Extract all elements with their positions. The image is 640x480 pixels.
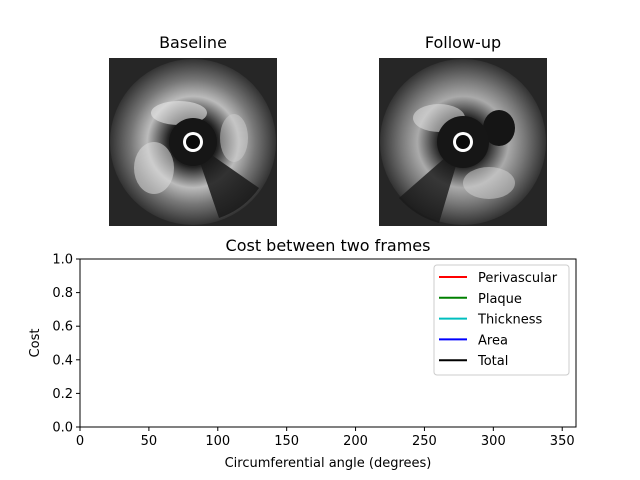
legend-label-perivascular: Perivascular xyxy=(478,271,558,286)
x-tick-label: 200 xyxy=(343,434,368,449)
legend-label-total: Total xyxy=(477,354,508,369)
baseline-ivus-image xyxy=(109,58,277,226)
legend-frame xyxy=(433,264,570,376)
y-tick-label: 0.6 xyxy=(52,320,73,335)
follow-up-title: Follow-up xyxy=(424,33,502,52)
legend-label-thickness: Thickness xyxy=(477,313,542,328)
legend-label-area: Area xyxy=(478,333,508,348)
y-axis-label: Cost xyxy=(28,329,43,358)
legend-label-plaque: Plaque xyxy=(478,292,522,307)
x-tick-label: 50 xyxy=(141,434,158,449)
chart-title: Cost between two frames xyxy=(226,236,431,255)
follow-up-ivus-image xyxy=(379,58,547,226)
y-tick-label: 1.0 xyxy=(52,253,73,268)
x-axis-label: Circumferential angle (degrees) xyxy=(225,456,432,471)
y-tick-label: 0.8 xyxy=(52,286,73,301)
y-tick-label: 0.4 xyxy=(52,353,73,368)
y-tick-label: 0.2 xyxy=(52,387,73,402)
x-tick-label: 150 xyxy=(274,434,299,449)
x-tick-label: 300 xyxy=(481,434,506,449)
x-tick-label: 0 xyxy=(76,434,84,449)
baseline-title: Baseline xyxy=(159,33,227,52)
y-tick-label: 0.0 xyxy=(52,421,73,436)
x-tick-label: 250 xyxy=(412,434,437,449)
x-tick-label: 100 xyxy=(205,434,230,449)
legend: Perivascular Plaque Thickness Area Total xyxy=(433,264,570,376)
x-tick-label: 350 xyxy=(550,434,575,449)
